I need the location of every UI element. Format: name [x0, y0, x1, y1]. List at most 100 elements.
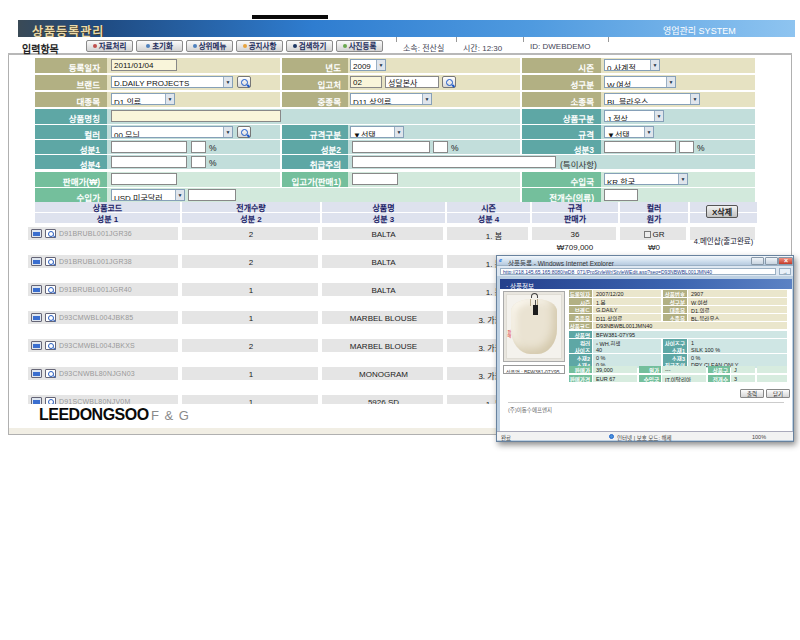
close-button[interactable]	[778, 257, 793, 265]
view-row-icon[interactable]	[45, 341, 56, 350]
toolbar: 입력항목 자료처리초기화상위메뉴공지사항검색하기사진등록 소속: 전산실 시간:…	[8, 37, 792, 55]
product-name-input[interactable]	[111, 110, 281, 122]
supplier-name-input[interactable]	[385, 76, 439, 88]
view-row-icon[interactable]	[45, 229, 56, 238]
col-header-5: 규격	[532, 202, 618, 212]
comp1-input[interactable]	[111, 141, 187, 153]
popup-field-label: 컬러	[569, 339, 592, 346]
popup-footer-note: (주)이동수에프앤지	[508, 406, 552, 414]
comp4-pct-input[interactable]	[191, 156, 206, 168]
toolbar-button-icon	[293, 44, 297, 48]
logo-text: LEEDONGSOO	[39, 406, 149, 424]
name-cell: BALTA	[322, 258, 445, 267]
name-cell: BALTA	[322, 286, 445, 295]
comp2-pct-sign: %	[451, 143, 459, 153]
popup-field-value: BFW381-07Y95	[593, 331, 787, 338]
product-code: D93CMWBL004JBKXS	[59, 342, 179, 349]
import-price-select[interactable]: USD.미국달러▼	[111, 189, 185, 201]
view-row-icon[interactable]	[45, 285, 56, 294]
reg-date-input[interactable]	[111, 59, 177, 71]
spec-type-label: 규격구분	[280, 125, 348, 139]
user-id: ID: DWEBDEMO	[530, 42, 590, 51]
color-search-icon[interactable]	[237, 126, 251, 138]
popup-field-value: BL.블라우스	[688, 314, 787, 321]
address-input[interactable]: http://218.145.65.165:8080/wD8_071/ProSt…	[500, 268, 776, 275]
delete-button[interactable]: X삭제	[706, 205, 738, 218]
print-row-icon[interactable]	[31, 369, 42, 378]
season-select[interactable]: 0.사계절▼	[604, 59, 660, 71]
popup-field-value: 1	[688, 339, 787, 346]
popup-field-value: J	[731, 366, 755, 373]
popup-field-row: 소재20 %소재30 %	[500, 354, 792, 361]
comp4-input[interactable]	[111, 156, 187, 168]
toolbar-button-6[interactable]: 사진등록	[336, 40, 383, 52]
popup-field-label: 판매가	[569, 366, 592, 373]
print-button[interactable]: 출력	[740, 389, 764, 398]
import-price-label: 수입가	[35, 188, 107, 202]
product-type-select[interactable]: J.정상▼	[604, 110, 664, 122]
popup-address-bar: http://218.145.65.165:8080/wD8_071/ProSt…	[497, 266, 793, 276]
toolbar-button-icon	[243, 44, 247, 48]
season-cell: 1. 봄	[447, 230, 502, 241]
popup-field-value: SILK 100 %	[688, 346, 787, 353]
print-row-icon[interactable]	[31, 341, 42, 350]
comp2-pct-input[interactable]	[433, 141, 448, 153]
toolbar-button-5[interactable]: 검색하기	[286, 40, 333, 52]
form-row-3: 대종목 D1.의류▼ 중종목 D11.상의류▼ 소종목 BL.블라우스▼	[0, 92, 800, 107]
supplier-code-input[interactable]	[350, 76, 382, 88]
year-select[interactable]: 2009▼	[350, 59, 386, 71]
import-country-select[interactable]: KR.한국▼	[604, 173, 688, 185]
cost-cell: ₩0	[620, 243, 688, 252]
price-cell: ₩709,000	[532, 243, 618, 252]
in-price-input[interactable]	[352, 173, 398, 185]
care-note: (특이사항)	[560, 158, 597, 170]
minimize-button[interactable]	[751, 257, 764, 265]
in-price-label: 입고가(판매1)	[280, 172, 348, 187]
toolbar-button-icon	[193, 44, 197, 48]
gender-select[interactable]: W.여성▼	[604, 76, 676, 88]
cat-mid-select[interactable]: D11.상의류▼	[350, 93, 432, 105]
comp1-pct-input[interactable]	[191, 141, 206, 153]
popup-field-value	[757, 366, 787, 373]
popup-field-value: 3	[731, 375, 755, 382]
brand-search-icon[interactable]	[237, 76, 251, 88]
popup-field-label: 사이즈	[569, 346, 592, 353]
status-zoom: 100%	[752, 434, 766, 440]
toolbar-button-2[interactable]: 초기화	[136, 40, 183, 52]
spec-select[interactable]: ▼선택▼	[604, 126, 654, 138]
toolbar-button-3[interactable]: 상위메뉴	[186, 40, 233, 52]
print-row-icon[interactable]	[31, 285, 42, 294]
supplier-search-icon[interactable]	[442, 76, 456, 88]
toolbar-button-1[interactable]: 자료처리	[86, 40, 133, 52]
expand-count-input[interactable]	[604, 189, 638, 201]
color-select[interactable]: 00.무늬▼	[111, 126, 233, 138]
popup-field-value: W.여성	[688, 298, 787, 305]
import-price-input[interactable]	[188, 189, 236, 201]
popup-title-bar[interactable]: e 상품등록 - Windows Internet Explorer	[497, 256, 793, 266]
popup-field-label: 상품구분	[708, 366, 730, 373]
view-row-icon[interactable]	[45, 369, 56, 378]
season-cell: 1. 봄	[447, 286, 502, 297]
brand-select[interactable]: D.DAILY PROJECTS▼	[111, 76, 233, 88]
view-row-icon[interactable]	[45, 313, 56, 322]
comp3-input[interactable]	[604, 141, 676, 153]
print-row-icon[interactable]	[31, 313, 42, 322]
comp2-input[interactable]	[352, 141, 430, 153]
print-row-icon[interactable]	[31, 257, 42, 266]
spec-type-select[interactable]: ▼선택▼	[350, 126, 404, 138]
toolbar-button-4[interactable]: 공지사항	[236, 40, 283, 52]
comp3-pct-input[interactable]	[679, 141, 694, 153]
supplier-label: 입고처	[280, 75, 348, 90]
popup-field-value: IT.이탈리아	[662, 375, 706, 382]
view-row-icon[interactable]	[45, 257, 56, 266]
sell-price-input[interactable]	[111, 173, 177, 185]
print-row-icon[interactable]	[31, 229, 42, 238]
name-cell: MONOGRAM	[322, 370, 445, 379]
close-popup-button[interactable]: 닫기	[766, 389, 790, 398]
maximize-button[interactable]	[765, 257, 778, 265]
care-input[interactable]	[352, 156, 556, 168]
go-button[interactable]: →	[779, 268, 791, 275]
ie-icon: e	[499, 257, 506, 264]
cat-small-select[interactable]: BL.블라우스▼	[604, 93, 700, 105]
cat-large-select[interactable]: D1.의류▼	[111, 93, 175, 105]
